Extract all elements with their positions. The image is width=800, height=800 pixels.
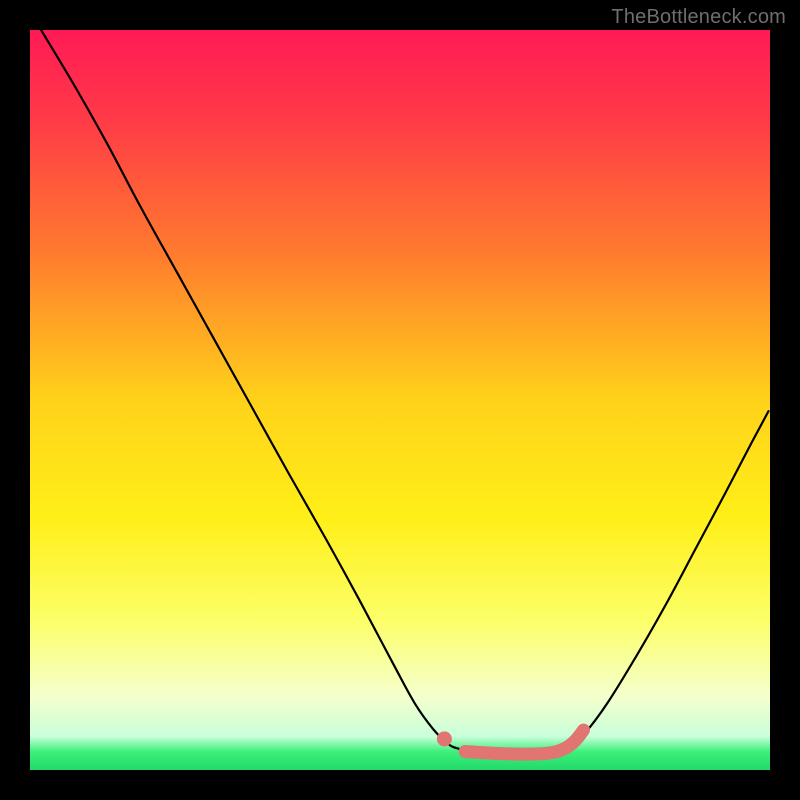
gradient-background — [30, 30, 770, 770]
optimal-point-marker — [437, 731, 452, 746]
bottleneck-chart — [0, 0, 800, 800]
chart-frame: TheBottleneck.com — [0, 0, 800, 800]
